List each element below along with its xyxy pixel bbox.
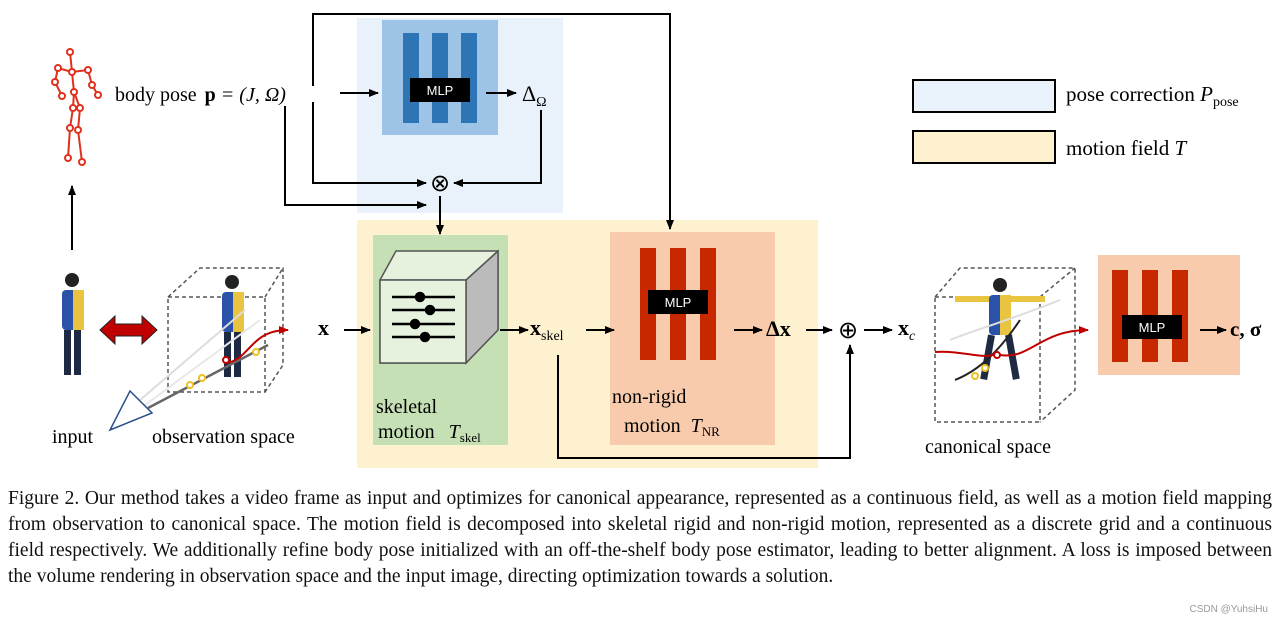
mlp-label: MLP xyxy=(665,295,692,310)
delta-x-label: Δx xyxy=(766,316,791,341)
figure-caption: Figure 2. Our method takes a video frame… xyxy=(8,488,1272,587)
non-rigid-label-2: motion TNR xyxy=(624,415,720,439)
legend-motion-field: motion field T xyxy=(1066,136,1188,160)
observation-space-label: observation space xyxy=(152,426,295,448)
output-label: c, σ xyxy=(1230,317,1262,341)
double-arrow-icon xyxy=(99,314,158,346)
mlp-label: MLP xyxy=(1139,320,1166,335)
observation-cube xyxy=(167,267,284,393)
canonical-space-label: canonical space xyxy=(925,436,1051,458)
mlp-label: MLP xyxy=(427,83,454,98)
delta-omega-label: ΔΩ xyxy=(522,81,547,110)
sliders-icon xyxy=(392,291,455,343)
x-skel-label: xskel xyxy=(530,315,564,344)
canonical-cube xyxy=(934,267,1076,423)
skeleton-pose-icon xyxy=(51,48,102,166)
otimes-operator: ⊗ xyxy=(430,171,450,197)
camera-icon xyxy=(108,389,154,432)
input-label: input xyxy=(52,426,94,448)
skeletal-motion-label-2: motion Tskel xyxy=(378,421,481,445)
non-rigid-motion-box xyxy=(610,232,775,445)
legend: pose correction Ppose motion field T xyxy=(912,79,1239,164)
x-label: x xyxy=(318,315,329,340)
radiance-mlp: MLP xyxy=(1098,255,1240,375)
legend-pose-correction: pose correction Ppose xyxy=(1066,82,1239,110)
pose-mlp: MLP xyxy=(382,20,498,135)
skeletal-motion-label-1: skeletal xyxy=(376,396,438,418)
method-diagram: MLP body pose p = (J, Ω) ΔΩ ⊗ pose correc… xyxy=(51,13,1262,468)
oplus-operator: ⊕ xyxy=(838,318,858,344)
canonical-person xyxy=(955,278,1045,381)
x-c-label: xc xyxy=(898,315,916,344)
body-pose-label: body pose p = (J, Ω) xyxy=(115,84,286,106)
observation-person xyxy=(222,275,244,377)
non-rigid-label-1: non-rigid xyxy=(612,386,686,408)
watermark: CSDN @YuhsiHu xyxy=(1189,604,1268,615)
input-image xyxy=(62,273,84,375)
skeletal-grid-cube xyxy=(379,249,499,365)
non-rigid-mlp: MLP xyxy=(640,248,716,360)
